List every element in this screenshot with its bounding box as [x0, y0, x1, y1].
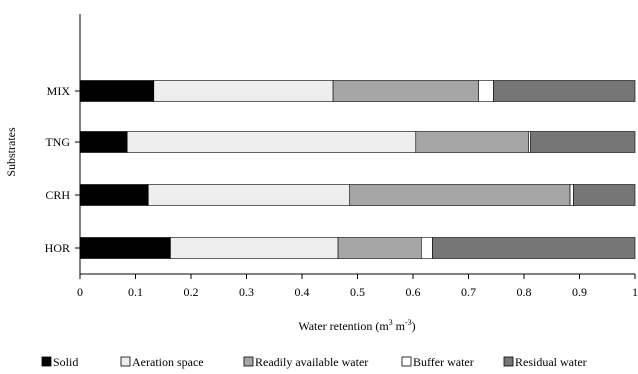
bar-segment-aeration-space: [170, 237, 339, 259]
legend-label: Solid: [53, 355, 78, 369]
x-tick-label: 0.4: [295, 285, 310, 299]
x-tick-label: 0.1: [128, 285, 143, 299]
y-axis-title: Substrates: [4, 127, 18, 177]
legend-label: Buffer water: [413, 355, 474, 369]
x-tick-label: 0.9: [572, 285, 587, 299]
legend-label: Readily available water: [255, 355, 368, 369]
y-category-label: TNG: [45, 135, 70, 149]
x-tick-label: 1: [632, 285, 638, 299]
bar-segment-solid: [79, 237, 171, 259]
bar-segment-buffer-water: [528, 131, 531, 153]
bar-segment-buffer-water: [421, 237, 433, 259]
y-category-label: HOR: [45, 241, 70, 255]
bar-segment-buffer-water: [569, 184, 574, 206]
legend-swatch: [41, 356, 52, 367]
bar-segment-aeration-space: [153, 80, 334, 102]
y-category-label: MIX: [47, 84, 71, 98]
legend-swatch: [401, 356, 412, 367]
plot-area: 0 0.1 0.2 0.3 0.4 0.5 0.6 0.7 0.8 0.9 1 MIX TNG CRH HO…: [45, 14, 638, 299]
x-axis-title-main: Water retention (m: [298, 319, 389, 333]
x-tick-label: 0.2: [184, 285, 199, 299]
legend: Solid Aeration space Readily available wat…: [41, 355, 587, 369]
bar-segment-residual-water: [493, 80, 636, 102]
x-axis-title-mid: m: [393, 319, 406, 333]
bar-segment-buffer-water: [478, 80, 494, 102]
legend-label: Residual water: [515, 355, 587, 369]
x-tick-label: 0: [77, 285, 83, 299]
x-axis-title-sup2: -3: [405, 318, 412, 327]
bar-segment-aeration-space: [126, 131, 417, 153]
bar-segment-aeration-space: [147, 184, 351, 206]
legend-swatch: [243, 356, 254, 367]
bar-segment-solid: [79, 80, 155, 102]
bar-segment-readily-available-water: [415, 131, 529, 153]
x-tick-label: 0.6: [406, 285, 421, 299]
bar-segment-readily-available-water: [349, 184, 571, 206]
bar-segment-residual-water: [573, 184, 636, 206]
x-axis-title: Water retention (m3 m-3): [298, 318, 415, 333]
bar-segment-readily-available-water: [337, 237, 422, 259]
legend-label: Aeration space: [132, 355, 204, 369]
x-axis-title-sup1: 3: [389, 318, 393, 327]
x-tick-label: 0.7: [461, 285, 476, 299]
legend-swatch: [120, 356, 131, 367]
bar-segment-readily-available-water: [332, 80, 479, 102]
legend-swatch: [503, 356, 514, 367]
y-category-label: CRH: [45, 188, 70, 202]
bar-segment-residual-water: [432, 237, 636, 259]
x-tick-label: 0.3: [239, 285, 254, 299]
bar-segment-solid: [79, 131, 128, 153]
bar-segment-solid: [79, 184, 149, 206]
x-tick-label: 0.5: [350, 285, 365, 299]
x-tick-label: 0.8: [517, 285, 532, 299]
x-axis-title-end: ): [412, 319, 416, 333]
bar-segment-residual-water: [530, 131, 636, 153]
y-axis-title-group: Substrates: [4, 127, 18, 177]
